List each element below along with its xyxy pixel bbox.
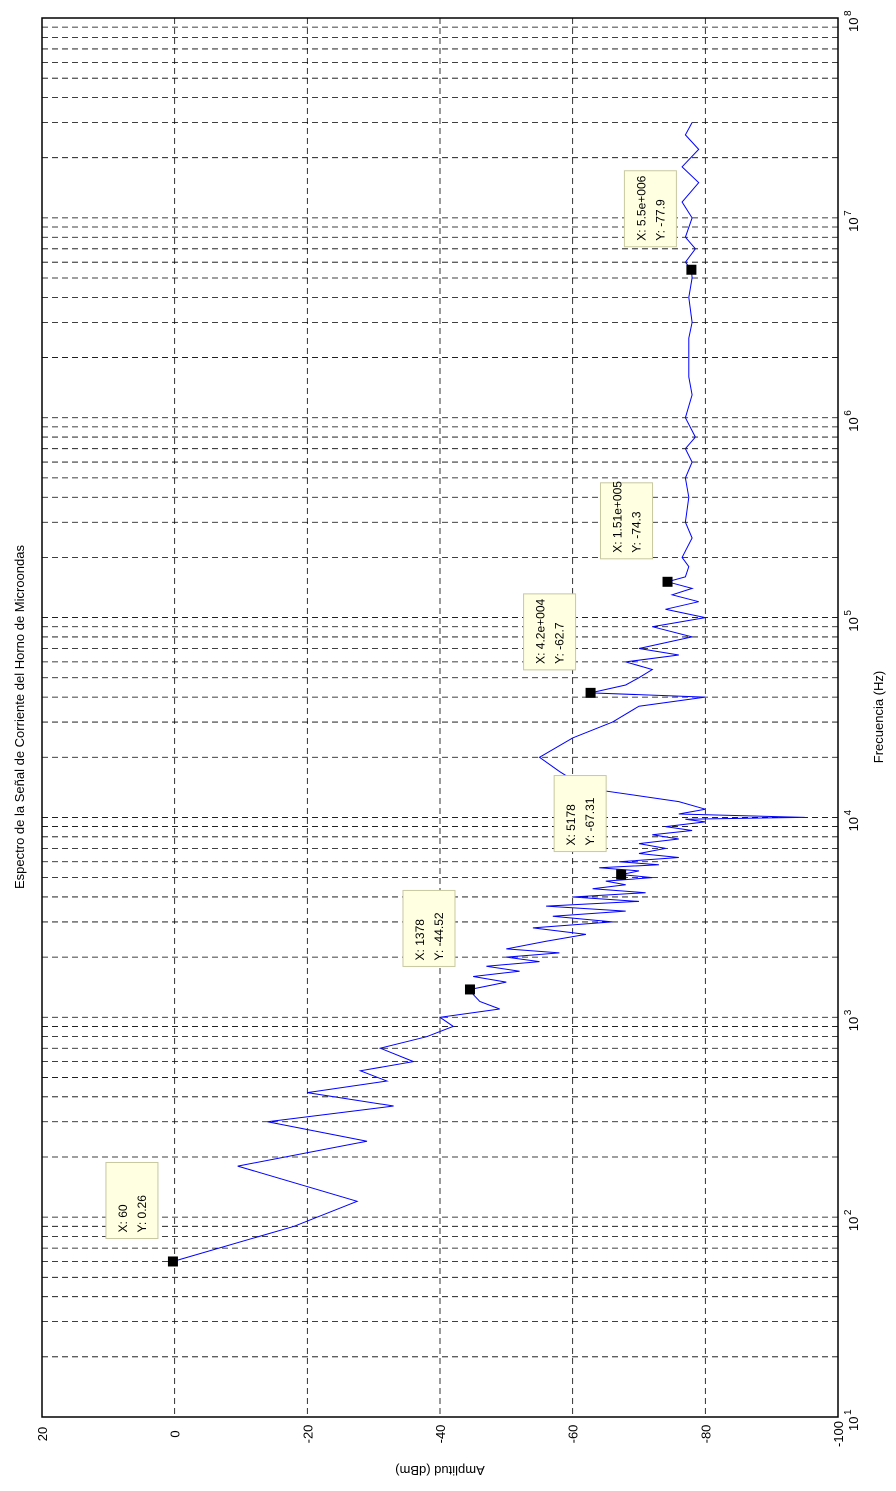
x-tick-base: 10: [846, 617, 861, 631]
datatip-box: [105, 1161, 159, 1239]
x-tick-exponent: 6: [843, 410, 854, 416]
datatip-marker: [686, 264, 697, 275]
grid-layer: [42, 18, 838, 1417]
y-tick-labels: 20 0 -20 -40 -60 -80 -100: [35, 1421, 846, 1447]
x-tick-label: 106: [843, 410, 861, 432]
datatip-box: [402, 889, 456, 967]
datatip-x-text: X: 4.2e+004: [534, 598, 548, 663]
datatip: X: 5.5e+006 Y: -77.9: [623, 170, 697, 275]
x-tick-label: 103: [843, 1009, 861, 1031]
x-tick-exponent: 8: [843, 10, 854, 16]
x-tick-base: 10: [846, 417, 861, 431]
datatip-x-text: X: 1.51e+005: [611, 481, 625, 553]
x-tick-base: 10: [846, 817, 861, 831]
y-tick-label: 0: [168, 1430, 183, 1437]
x-tick-exponent: 3: [843, 1009, 854, 1015]
x-tick-label: 104: [843, 809, 861, 831]
plot-background: [42, 18, 838, 1417]
x-tick-exponent: 7: [843, 210, 854, 216]
spectrum-line: [172, 122, 805, 1262]
y-tick-label: -40: [433, 1425, 448, 1444]
datatip-box: [523, 593, 577, 671]
datatip-y-text: Y: -67.31: [583, 797, 597, 845]
y-tick-label: -80: [698, 1425, 713, 1444]
x-tick-base: 10: [846, 18, 861, 32]
x-tick-label: 101: [843, 1409, 861, 1431]
x-tick-base: 10: [846, 217, 861, 231]
datatip-marker: [616, 869, 627, 880]
datatip-x-text: X: 1378: [413, 919, 427, 961]
datatip: X: 4.2e+004 Y: -62.7: [523, 593, 596, 698]
x-tick-exponent: 2: [843, 1209, 854, 1215]
plot-frame: [41, 17, 839, 1418]
y-axis-label: Amplitud (dBm): [395, 1463, 485, 1478]
y-tick-label: 20: [35, 1427, 50, 1441]
x-tick-label: 102: [843, 1209, 861, 1231]
datatip-x-text: X: 5.5e+006: [634, 175, 648, 240]
datatip-box: [623, 170, 677, 248]
datatip-marker: [662, 576, 673, 587]
datatip-y-text: Y: -44.52: [432, 912, 446, 960]
y-tick-label: -100: [831, 1421, 846, 1447]
datatip-y-text: Y: -62.7: [553, 622, 567, 664]
x-tick-exponent: 5: [843, 610, 854, 616]
datatip-marker: [464, 984, 475, 995]
x-tick-label: 105: [843, 610, 861, 632]
datatip: X: 1.51e+005 Y: -74.3: [600, 481, 673, 587]
datatip-marker: [167, 1256, 178, 1267]
datatip: X: 60 Y: 0.26: [105, 1161, 178, 1267]
datatip-y-text: Y: 0.26: [135, 1195, 149, 1233]
x-tick-exponent: 1: [843, 1409, 854, 1415]
annotation-layer: X: 60 Y: 0.26 X: 1378 Y: -44.52 X: 5178 Y: -6…: [105, 170, 697, 1267]
datatip: X: 5178 Y: -67.31: [553, 775, 627, 880]
chart-title: Espectro de la Señal de Corriente del Ho…: [12, 545, 27, 889]
x-tick-base: 10: [846, 1217, 861, 1231]
x-tick-label: 107: [843, 210, 861, 232]
datatip-x-text: X: 5178: [564, 804, 578, 846]
datatip-y-text: Y: -74.3: [630, 511, 644, 553]
datatip-box: [600, 482, 654, 560]
x-tick-exponent: 4: [843, 809, 854, 815]
y-tick-label: -60: [566, 1425, 581, 1444]
datatip-y-text: Y: -77.9: [653, 199, 667, 241]
x-tick-base: 10: [846, 1017, 861, 1031]
x-tick-base: 10: [846, 1417, 861, 1431]
datatip-box: [553, 775, 607, 853]
x-axis-label: Frecuencia (Hz): [871, 671, 886, 763]
x-tick-label: 108: [843, 10, 861, 32]
datatip-marker: [585, 687, 596, 698]
series-layer: [172, 122, 805, 1262]
y-tick-label: -20: [300, 1425, 315, 1444]
plot-area: X: 60 Y: 0.26 X: 1378 Y: -44.52 X: 5178 Y: -6…: [41, 17, 839, 1418]
datatip-x-text: X: 60: [116, 1204, 130, 1232]
datatip: X: 1378 Y: -44.52: [402, 889, 475, 995]
